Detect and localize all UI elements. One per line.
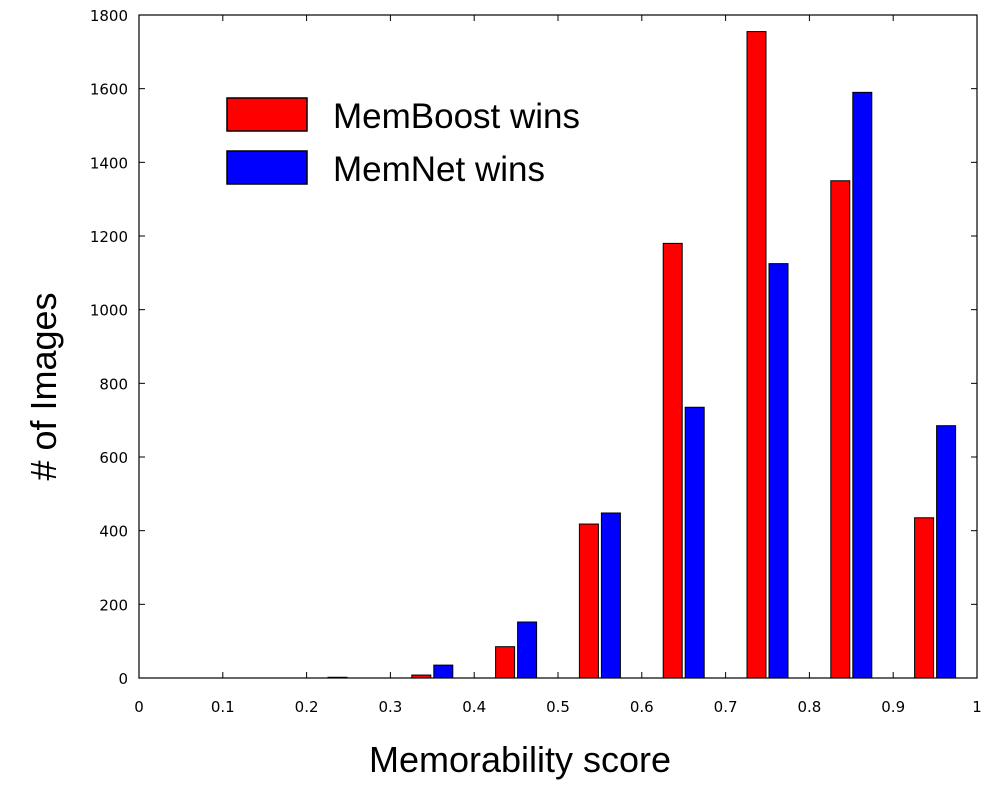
x-axis-title: Memorability score [369, 739, 671, 780]
y-axis-title: # of Images [23, 292, 64, 480]
x-tick-label-10: 1 [972, 698, 982, 716]
y-tick-label-4: 800 [99, 375, 128, 393]
y-tick-label-6: 1200 [90, 228, 128, 246]
y-tick-label-0: 0 [118, 670, 128, 688]
legend-swatch-memnet [226, 150, 308, 185]
bar-memboost-5 [578, 523, 599, 679]
bar-memnet-3 [433, 664, 454, 679]
bar-memboost-7 [746, 31, 767, 679]
bar-memboost-4 [495, 646, 516, 679]
x-tick-label-6: 0.6 [630, 698, 654, 716]
y-tick-label-5: 1000 [90, 302, 128, 320]
bar-memnet-6 [684, 406, 705, 679]
bar-memnet-5 [600, 512, 621, 679]
bar-memboost-9 [914, 517, 935, 679]
ticks-group [138, 14, 978, 679]
bar-memnet-7 [768, 263, 789, 679]
bar-memboost-6 [662, 242, 683, 679]
legend-label-memnet: MemNet wins [333, 150, 545, 189]
y-tick-label-1: 200 [99, 596, 128, 614]
y-tick-label-8: 1600 [90, 81, 128, 99]
x-tick-label-0: 0 [134, 698, 144, 716]
x-tick-label-1: 0.1 [211, 698, 235, 716]
legend-swatch-memboost [226, 97, 308, 132]
x-tick-label-4: 0.4 [462, 698, 486, 716]
bar-memnet-4 [517, 621, 538, 679]
bar-memnet-8 [852, 91, 873, 679]
x-tick-label-5: 0.5 [546, 698, 570, 716]
x-tick-label-7: 0.7 [714, 698, 738, 716]
y-tick-label-3: 600 [99, 449, 128, 467]
x-tick-label-2: 0.2 [295, 698, 319, 716]
x-tick-label-3: 0.3 [378, 698, 402, 716]
y-tick-label-7: 1400 [90, 154, 128, 172]
legend: MemBoost wins MemNet wins [226, 97, 580, 189]
x-tick-label-8: 0.8 [797, 698, 821, 716]
y-tick-label-2: 400 [99, 523, 128, 541]
bar-memnet-9 [936, 425, 957, 679]
tick-labels-group: 0 0.1 0.2 0.3 0.4 0.5 0.6 0.7 0.8 0.9 1 0 200 400 600 8… [90, 7, 982, 716]
bar-memboost-8 [830, 180, 851, 679]
legend-label-memboost: MemBoost wins [333, 97, 580, 136]
y-tick-label-9: 1800 [90, 7, 128, 25]
x-tick-label-9: 0.9 [881, 698, 905, 716]
bars-group [327, 31, 957, 679]
